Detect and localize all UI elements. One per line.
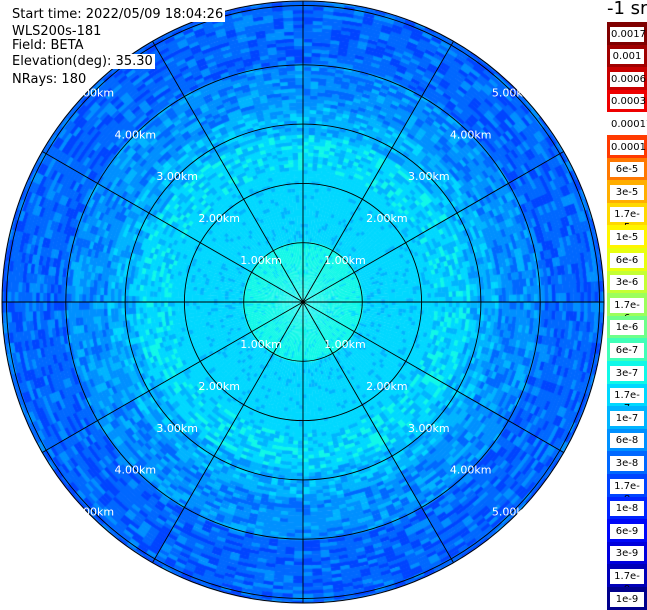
radial-spoke: [302, 151, 564, 303]
colorbar-tick-label: 0.0017: [610, 26, 646, 42]
colorbar-cell: 1.7e-6: [607, 293, 647, 324]
colorbar-tick-label: 1e-6: [610, 320, 644, 336]
range-ring-label: 1.00km: [240, 338, 282, 351]
colorbar-cell: 1e-5: [607, 225, 647, 249]
colorbar-tick-label: 6e-9: [610, 523, 644, 539]
range-ring-label: 4.00km: [450, 464, 492, 477]
colorbar-tick-label: 1e-8: [610, 501, 644, 517]
radial-spoke: [152, 301, 304, 563]
colorbar-cell: 1e-9: [607, 587, 647, 610]
colorbar-cell: 3e-7: [607, 361, 647, 385]
nrays-label: NRays: 180: [12, 72, 87, 87]
radial-spoke: [302, 301, 564, 453]
range-ring-label: 2.00km: [198, 212, 240, 225]
range-ring-label: 4.00km: [114, 128, 156, 141]
radial-spoke: [302, 41, 454, 303]
colorbar-tick-label: 1.7e-5: [610, 207, 644, 233]
colorbar-tick-label: 0.00017: [610, 116, 647, 132]
colorbar-tick-label: 1.7e-6: [610, 297, 644, 324]
colorbar-unit-label: -1 sr: [607, 0, 647, 19]
colorbar-tick-label: 1.7e-7: [610, 388, 644, 414]
range-ring-label: 2.00km: [366, 212, 408, 225]
colorbar-cell: 1.7e-9: [607, 564, 647, 595]
colorbar-cell: 3e-6: [607, 270, 647, 294]
colorbar-tick-label: 3e-9: [610, 546, 644, 562]
colorbar-cell: 6e-5: [607, 157, 647, 181]
colorbar-tick-label: 6e-6: [610, 252, 644, 268]
range-ring-label: 1.00km: [324, 338, 366, 351]
ppi-grid-overlay: 1.00km 1.00km 1.00km 1.00km 2.00km 2.00km 2.00…: [1, 0, 605, 604]
colorbar-tick-label: 0.0003: [610, 94, 646, 110]
colorbar-tick-label: 6e-7: [610, 342, 644, 358]
radial-spoke: [42, 301, 304, 453]
range-ring-label: 3.00km: [156, 170, 198, 183]
range-ring-label: 4.00km: [114, 464, 156, 477]
colorbar-tick-label: 0.001: [610, 49, 644, 65]
range-ring-label: 3.00km: [408, 422, 450, 435]
colorbar-cell: 3e-5: [607, 180, 647, 204]
colorbar-cell: 1e-6: [607, 315, 647, 339]
colorbar-tick-label: 1.7e-8: [610, 478, 644, 505]
colorbar-cell: 6e-9: [607, 519, 647, 543]
colorbar-tick-label: 0.0006: [610, 71, 646, 87]
colorbar-cell: 3e-9: [607, 541, 647, 565]
range-ring-label: 2.00km: [366, 380, 408, 393]
elevation-label: Elevation(deg): 35.30: [10, 54, 155, 69]
colorbar-cell: 1e-7: [607, 406, 647, 430]
colorbar-tick-label: 6e-5: [610, 162, 644, 178]
field-label: Field: BETA: [12, 38, 84, 53]
colorbar-cell: 0.0006: [607, 67, 647, 91]
colorbar-cell: 0.0017: [607, 22, 647, 46]
radial-spoke: [302, 301, 454, 563]
range-ring-label: 3.00km: [408, 170, 450, 183]
colorbar-cell: 1.7e-8: [607, 474, 647, 505]
radial-spoke: [152, 41, 304, 303]
colorbar-tick-label: 1e-9: [610, 591, 644, 607]
radial-spoke: [42, 151, 304, 303]
colorbar-tick-label: 3e-5: [610, 184, 644, 200]
range-ring-label: 2.00km: [198, 380, 240, 393]
colorbar-cell: 0.00017: [607, 112, 647, 136]
colorbar-tick-label: 3e-7: [610, 365, 644, 381]
colorbar-tick-label: 1e-7: [610, 410, 644, 426]
colorbar-cell: 1.7e-5: [607, 202, 647, 233]
range-ring-label: 3.00km: [156, 422, 198, 435]
colorbar-cell: 1e-8: [607, 496, 647, 520]
range-ring-label: 5.00km: [73, 506, 115, 519]
range-ring-label: 1.00km: [240, 254, 282, 267]
colorbar-tick-label: 3e-6: [610, 275, 644, 291]
range-ring-label: 5.00km: [492, 86, 534, 99]
colorbar-cell: 0.0003: [607, 89, 647, 113]
colorbar-cell: 0.0001: [607, 135, 647, 159]
colorbar-cell: 3e-8: [607, 451, 647, 475]
range-ring-label: 5.00km: [492, 506, 534, 519]
colorbar-tick-label: 6e-8: [610, 433, 644, 449]
range-ring-label: 1.00km: [324, 254, 366, 267]
colorbar-tick-label: 1e-5: [610, 229, 644, 245]
range-ring-label: 5.00km: [73, 86, 115, 99]
start-time-label: Start time: 2022/05/09 18:04:26: [10, 7, 226, 22]
range-ring-label: 4.00km: [450, 128, 492, 141]
colorbar-tick-label: 3e-8: [610, 455, 644, 471]
colorbar-cell: 6e-7: [607, 338, 647, 362]
colorbar-cell: 0.001: [607, 44, 647, 68]
colorbar-tick-label: 1.7e-9: [610, 568, 644, 595]
colorbar-tick-label: 0.0001: [610, 139, 646, 155]
colorbar-cell: 6e-6: [607, 248, 647, 272]
colorbar-cell: 6e-8: [607, 428, 647, 452]
instrument-label: WLS200s-181: [12, 24, 102, 39]
colorbar-cell: 1.7e-7: [607, 383, 647, 414]
